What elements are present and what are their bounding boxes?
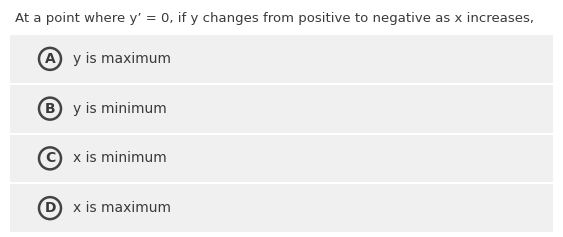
Text: A: A bbox=[44, 52, 55, 66]
FancyBboxPatch shape bbox=[10, 35, 553, 83]
FancyBboxPatch shape bbox=[10, 184, 553, 232]
FancyBboxPatch shape bbox=[10, 85, 553, 132]
Text: D: D bbox=[44, 201, 56, 215]
FancyBboxPatch shape bbox=[10, 135, 553, 182]
Text: x is minimum: x is minimum bbox=[73, 151, 167, 165]
Text: y is minimum: y is minimum bbox=[73, 102, 167, 116]
Text: C: C bbox=[45, 151, 55, 165]
Text: y is maximum: y is maximum bbox=[73, 52, 171, 66]
Text: x is maximum: x is maximum bbox=[73, 201, 171, 215]
Text: At a point where y’ = 0, if y changes from positive to negative as x increases,: At a point where y’ = 0, if y changes fr… bbox=[15, 12, 534, 25]
Text: B: B bbox=[44, 102, 55, 116]
